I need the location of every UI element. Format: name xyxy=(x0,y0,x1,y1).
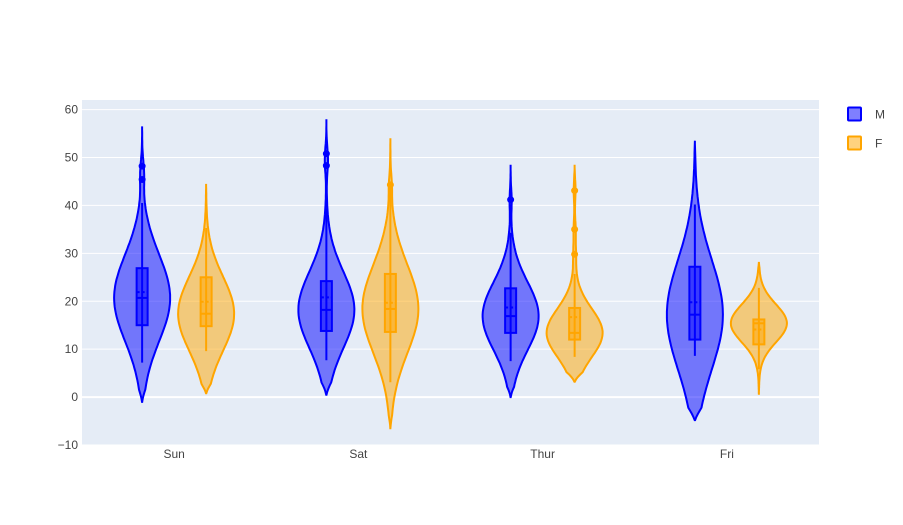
y-tick-label: 30 xyxy=(65,246,79,260)
y-tick-label: 10 xyxy=(65,342,79,356)
violin-outlier xyxy=(571,225,579,233)
violin-group xyxy=(113,126,172,403)
violin-outlier xyxy=(386,181,394,189)
legend-item[interactable]: F xyxy=(847,135,882,151)
legend-label: M xyxy=(875,108,885,122)
y-tick-label: 60 xyxy=(65,103,79,117)
violin-outlier xyxy=(138,162,146,170)
violin-box xyxy=(504,287,518,334)
x-tick-label: Thur xyxy=(530,447,555,461)
x-axis-ticks: Sun Sat Thur Fri xyxy=(163,447,733,461)
violin-outlier xyxy=(322,150,330,158)
legend-swatch xyxy=(847,135,862,151)
violin-group xyxy=(729,261,788,395)
y-axis-ticks: −10 0 10 20 30 40 50 60 xyxy=(58,103,79,452)
legend[interactable]: MF xyxy=(847,106,885,151)
violin-group xyxy=(665,140,724,422)
violin-outlier xyxy=(571,187,579,195)
legend-label: F xyxy=(875,137,882,151)
violin-box xyxy=(135,267,149,327)
violins xyxy=(113,119,788,430)
y-tick-label: 40 xyxy=(65,198,79,212)
violin-box xyxy=(319,280,333,332)
x-tick-label: Sat xyxy=(349,447,368,461)
x-tick-label: Sun xyxy=(163,447,184,461)
violin-group xyxy=(177,183,236,395)
violin-outlier xyxy=(138,176,146,184)
y-tick-label: 20 xyxy=(65,294,79,308)
violin-outlier xyxy=(507,196,515,204)
violin-box xyxy=(752,318,766,346)
violin-group xyxy=(481,164,540,399)
legend-item[interactable]: M xyxy=(847,106,885,122)
violin-body xyxy=(545,164,604,383)
violin-group xyxy=(297,119,356,396)
y-tick-label: −10 xyxy=(58,438,79,452)
violin-group xyxy=(545,164,604,383)
violin-group xyxy=(361,138,420,430)
violin-outlier xyxy=(571,250,579,258)
legend-swatch xyxy=(847,106,862,122)
x-tick-label: Fri xyxy=(720,447,734,461)
violin-outlier xyxy=(322,162,330,170)
y-tick-label: 50 xyxy=(65,151,79,165)
y-tick-label: 0 xyxy=(71,390,78,404)
violin-box xyxy=(568,306,582,341)
